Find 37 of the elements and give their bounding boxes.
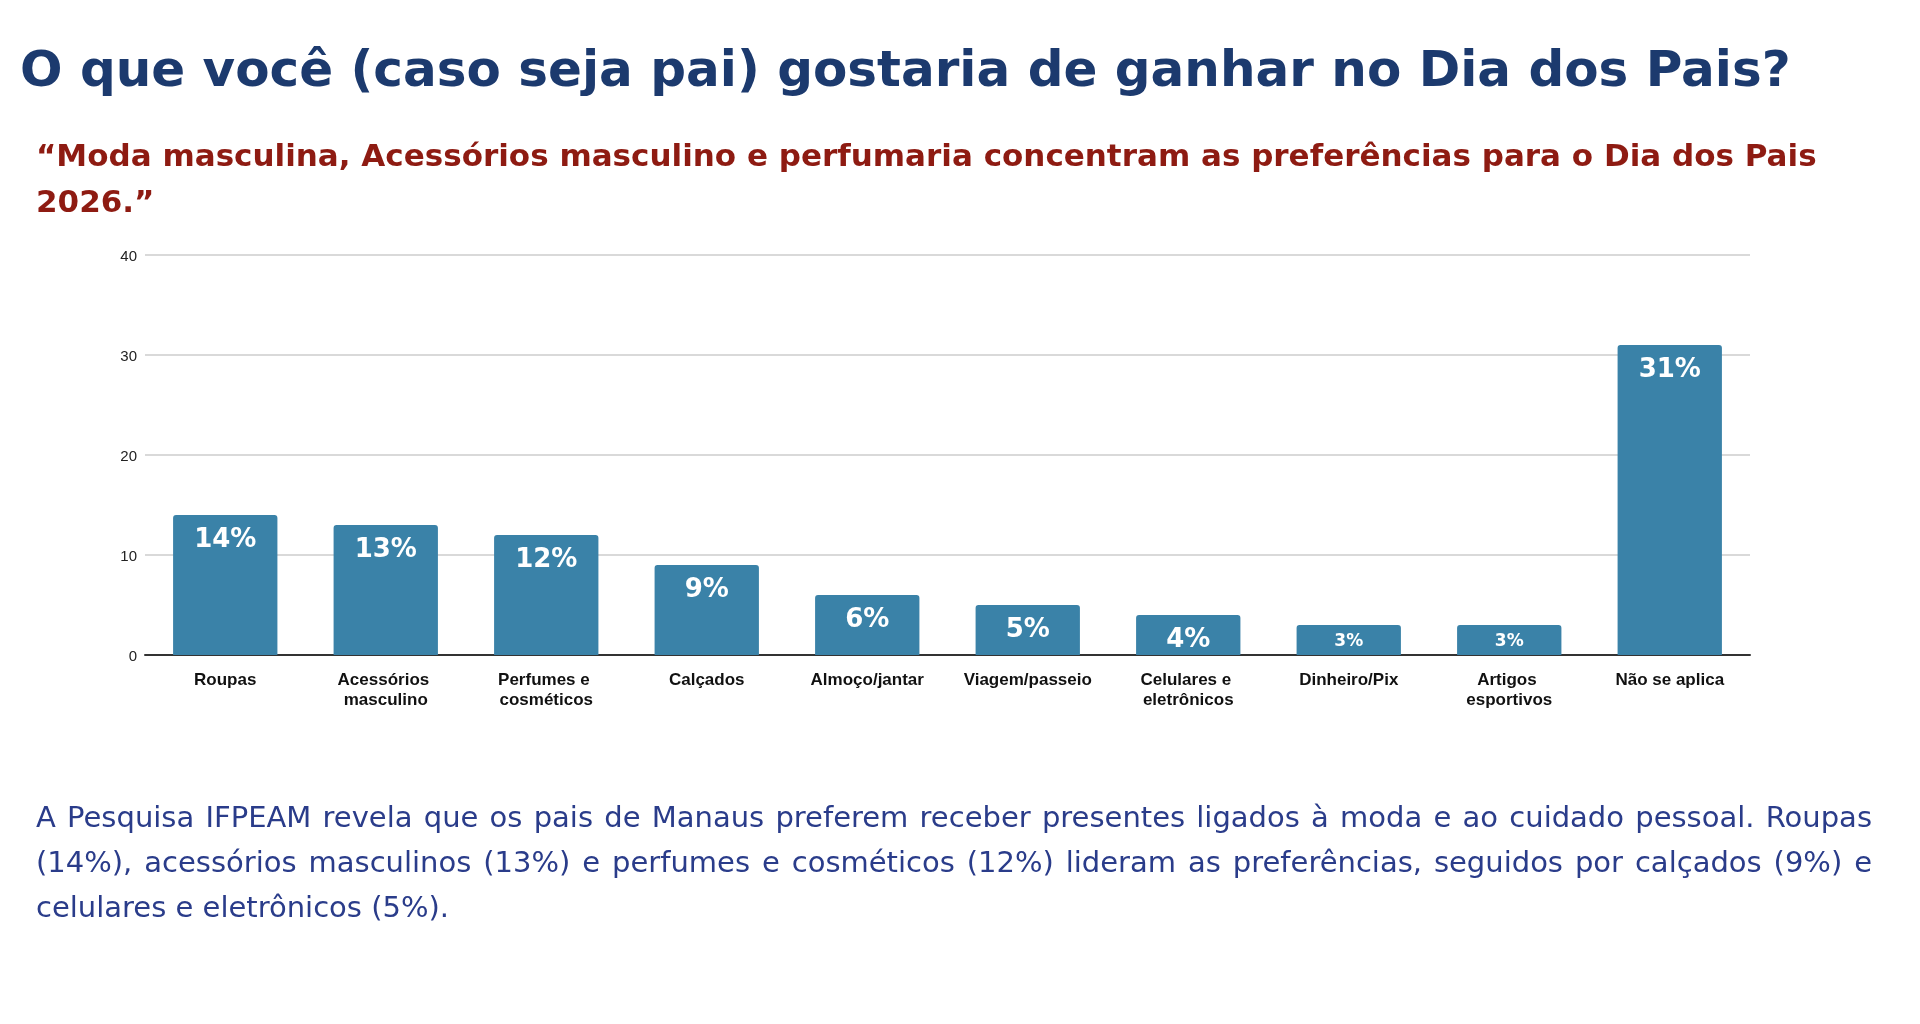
x-tick-label: Almoço/jantar xyxy=(810,669,925,689)
bar xyxy=(815,595,920,655)
data-label: 3% xyxy=(1334,630,1364,650)
x-tick-label: Acessórios masculino xyxy=(337,669,434,709)
bar xyxy=(654,565,759,655)
x-tick-label: Dinheiro/Pix xyxy=(1299,669,1399,689)
bar xyxy=(1457,625,1562,655)
data-label: 9% xyxy=(684,573,729,603)
y-tick-label: 20 xyxy=(120,446,137,464)
bar xyxy=(494,535,599,655)
data-label: 13% xyxy=(354,533,417,563)
data-label: 3% xyxy=(1494,630,1524,650)
x-tick-label: Perfumes e cosméticos xyxy=(498,669,595,709)
y-tick-label: 0 xyxy=(128,646,137,664)
chart-subtitle: “Moda masculina, Acessórios masculino e perfumaria concentram as preferências para o Dia dos Pais 2026.” xyxy=(36,136,1818,221)
y-tick-label: 40 xyxy=(120,246,137,264)
data-label: 6% xyxy=(845,603,890,633)
data-label: 5% xyxy=(1005,613,1050,643)
y-tick-label: 30 xyxy=(120,346,137,364)
text: A Pesquisa IFPEAM revela que os pais de Manaus preferem receber presentes ligados à moda e ao cuidado pessoal. Roupas (14%), acessórios masculinos (13%) e perfumes e cosméticos (12%) lideram as preferências, seguidos por calçados (9%) e celulares e eletrônicos (5%). xyxy=(36,799,1872,926)
bar xyxy=(333,525,438,655)
x-tick-label: Não se aplica xyxy=(1615,669,1725,689)
bar xyxy=(173,515,278,655)
data-label: 31% xyxy=(1638,353,1701,383)
data-label: 4% xyxy=(1166,623,1211,653)
chart-title: O que você (caso seja pai) gostaria de ganhar no Dia dos Pais? xyxy=(20,40,1791,98)
y-tick-label: 10 xyxy=(120,546,137,564)
x-tick-label: Calçados xyxy=(668,669,745,689)
x-tick-label: Artigos esportivos xyxy=(1466,669,1553,709)
data-label: 14% xyxy=(194,523,257,553)
x-tick-label: Viagem/passeio xyxy=(963,669,1092,689)
bar xyxy=(975,605,1080,655)
data-label: 12% xyxy=(515,543,578,573)
x-tick-label: Roupas xyxy=(194,669,257,689)
bar xyxy=(1617,345,1722,655)
x-tick-label: Celulares e eletrônicos xyxy=(1140,669,1236,709)
bar xyxy=(1296,625,1401,655)
